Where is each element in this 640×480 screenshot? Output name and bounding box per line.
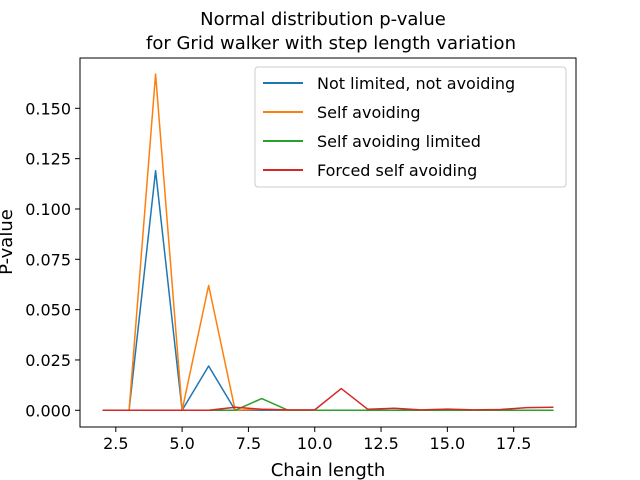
x-tick-label: 12.5	[363, 434, 399, 453]
y-tick-label: 0.125	[25, 150, 71, 169]
series-layer	[102, 73, 554, 412]
x-tick-label: 15.0	[430, 434, 466, 453]
x-ticks: 2.5 5.0 7.5 10.0 12.5 15.0 17.5	[103, 427, 531, 453]
x-tick-label: 17.5	[496, 434, 532, 453]
legend-box	[254, 66, 567, 188]
legend-label: Forced self avoiding	[317, 161, 477, 180]
x-axis-label: Chain length	[271, 460, 386, 480]
series-line-3	[102, 397, 554, 412]
plot-frame	[79, 57, 577, 428]
chart-title-line-1: Normal distribution p-value	[200, 9, 446, 30]
x-tick-label: 2.5	[103, 434, 128, 453]
chart-title-line-2: for Grid walker with step length variati…	[146, 33, 516, 54]
series-line-4	[102, 387, 554, 412]
y-tick-label: 0.075	[25, 250, 71, 269]
y-tick-label: 0.150	[25, 99, 71, 118]
legend-label: Self avoiding limited	[317, 132, 481, 151]
y-tick-label: 0.025	[25, 351, 71, 370]
legend: Not limited, not avoiding Self avoiding Se…	[254, 66, 567, 188]
y-tick-label: 0.050	[25, 301, 71, 320]
y-axis-label: P-value	[0, 209, 17, 275]
legend-label: Self avoiding	[317, 103, 421, 122]
x-tick-label: 5.0	[169, 434, 194, 453]
legend-label: Not limited, not avoiding	[317, 74, 515, 93]
y-ticks: 0.000 0.025 0.050 0.075 0.100 0.125 0.150	[25, 99, 80, 420]
y-tick-label: 0.100	[25, 200, 71, 219]
x-tick-label: 10.0	[297, 434, 333, 453]
y-tick-label: 0.000	[25, 401, 71, 420]
series-line-1	[102, 169, 554, 412]
x-tick-label: 7.5	[236, 434, 261, 453]
